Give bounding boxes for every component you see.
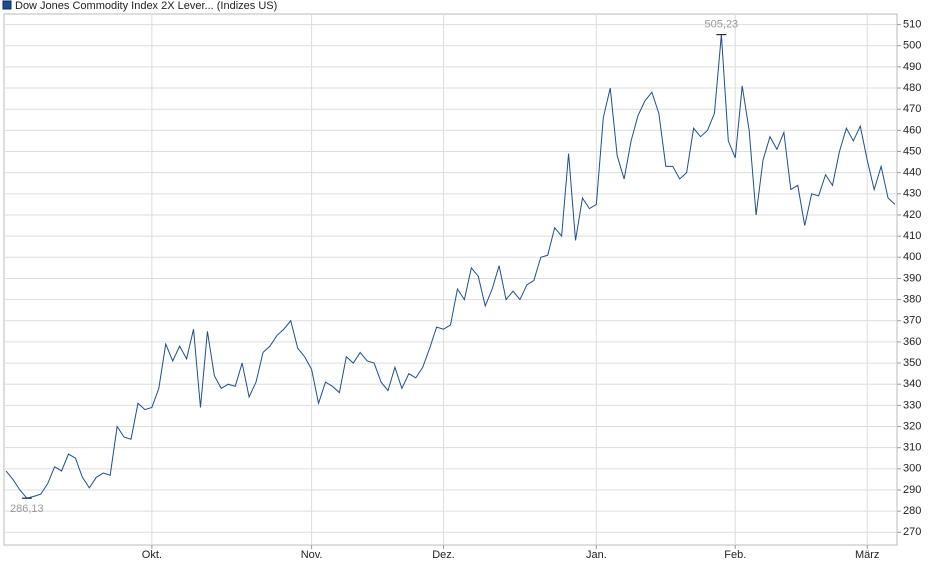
y-tick-label: 490: [903, 61, 921, 73]
x-tick-label: März: [855, 549, 879, 561]
y-tick-label: 300: [903, 463, 921, 475]
legend-label: Dow Jones Commodity Index 2X Lever... (I…: [15, 0, 277, 12]
x-tick-label: Feb.: [724, 549, 746, 561]
y-tick-label: 270: [903, 526, 921, 538]
y-tick-label: 510: [903, 18, 921, 30]
y-tick-label: 470: [903, 103, 921, 115]
y-tick-label: 390: [903, 272, 921, 284]
y-tick-label: 500: [903, 40, 921, 52]
y-tick-label: 410: [903, 230, 921, 242]
series-line: [5, 34, 896, 499]
y-tick-label: 460: [903, 124, 921, 136]
legend-swatch: [2, 0, 12, 10]
y-tick-label: 380: [903, 294, 921, 306]
y-tick-label: 320: [903, 420, 921, 432]
y-tick-label: 350: [903, 357, 921, 369]
y-tick-label: 420: [903, 209, 921, 221]
y-tick-label: 290: [903, 484, 921, 496]
x-tick-label: Jan.: [586, 549, 607, 561]
value-label: 505,23: [705, 19, 739, 31]
y-tick-label: 310: [903, 442, 921, 454]
plot-frame: [3, 13, 898, 546]
x-tick-label: Dez.: [432, 549, 455, 561]
y-tick-label: 360: [903, 336, 921, 348]
y-tick-label: 430: [903, 188, 921, 200]
y-tick-label: 450: [903, 145, 921, 157]
y-tick-label: 370: [903, 315, 921, 327]
y-tick-label: 480: [903, 82, 921, 94]
y-tick-label: 280: [903, 505, 921, 517]
y-tick-label: 440: [903, 167, 921, 179]
x-tick-label: Nov.: [301, 549, 323, 561]
y-tick-label: 400: [903, 251, 921, 263]
x-tick-label: Okt.: [142, 549, 162, 561]
y-tick-label: 330: [903, 399, 921, 411]
value-label: 286,13: [10, 503, 44, 515]
y-tick-label: 340: [903, 378, 921, 390]
